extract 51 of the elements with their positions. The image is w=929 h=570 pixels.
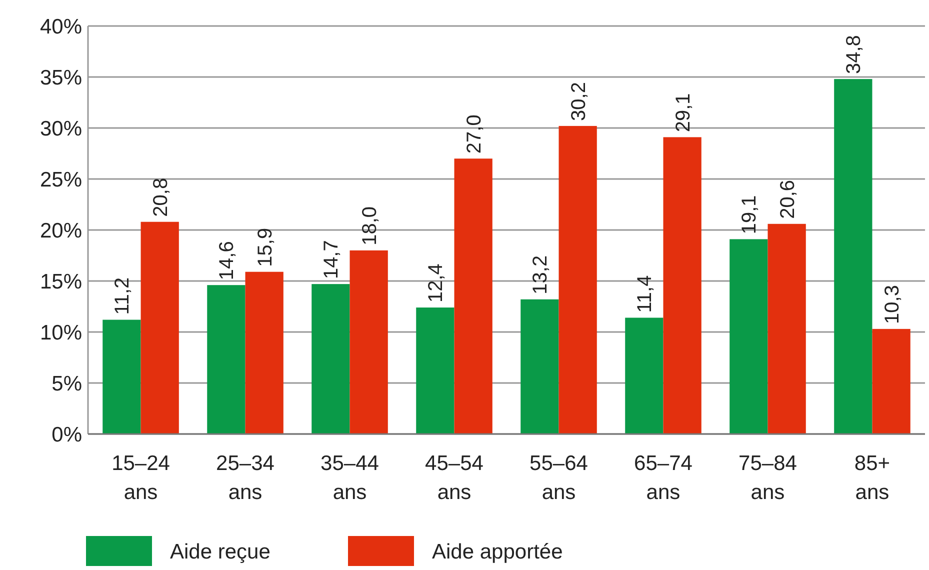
data-label: 12,4 [425,264,448,303]
data-label: 29,1 [672,93,694,132]
data-label: 15,9 [254,228,276,267]
bar [558,126,597,434]
x-tick-label: 85+ ans [854,452,890,504]
data-label: 13,2 [530,255,552,294]
data-label: 30,2 [568,82,590,121]
bar [834,79,872,434]
data-label: 11,4 [634,275,656,313]
y-tick-label: 35% [40,66,82,90]
bar [454,158,492,434]
y-tick-label: 0% [52,423,82,446]
bar [312,284,350,434]
x-tick-label: 75–84 ans [738,452,798,504]
data-label: 20,8 [150,178,172,217]
data-label: 19,1 [738,195,761,234]
data-label: 14,7 [320,240,343,280]
y-tick-label: 15% [40,270,82,294]
y-tick-label: 40% [40,15,82,38]
x-tick-label: 55–64 ans [530,452,588,504]
x-tick-label: 25–34 ans [216,452,275,504]
x-tick-label: 15–24 ans [112,452,170,504]
data-label: 27,0 [463,114,486,154]
bar [416,308,454,434]
bar [663,137,702,434]
bar [245,272,284,434]
x-tick-label: 35–44 ans [320,452,380,504]
bar [140,222,179,434]
bar [520,299,559,434]
legend-label: Aide reçue [170,540,270,564]
y-tick-label: 30% [40,117,82,140]
data-label: 10,3 [881,285,904,324]
data-label: 20,6 [776,180,799,219]
bar [872,328,910,434]
x-tick-label: 45–54 ans [425,452,484,504]
bar [350,250,388,434]
y-tick-label: 5% [52,372,82,396]
bar [102,320,141,434]
data-label: 11,2 [112,277,134,315]
data-label: 34,8 [843,35,866,74]
legend-label: Aide apportée [432,540,563,564]
data-label: 18,0 [358,206,381,246]
bar [625,318,664,434]
x-tick-label: 65–74 ans [634,452,693,504]
bar [207,285,246,434]
bar [768,224,806,434]
y-tick-label: 10% [40,321,82,344]
bar [730,239,768,434]
y-tick-label: 20% [40,219,82,242]
y-tick-label: 25% [40,168,82,192]
data-label: 14,6 [216,241,238,280]
